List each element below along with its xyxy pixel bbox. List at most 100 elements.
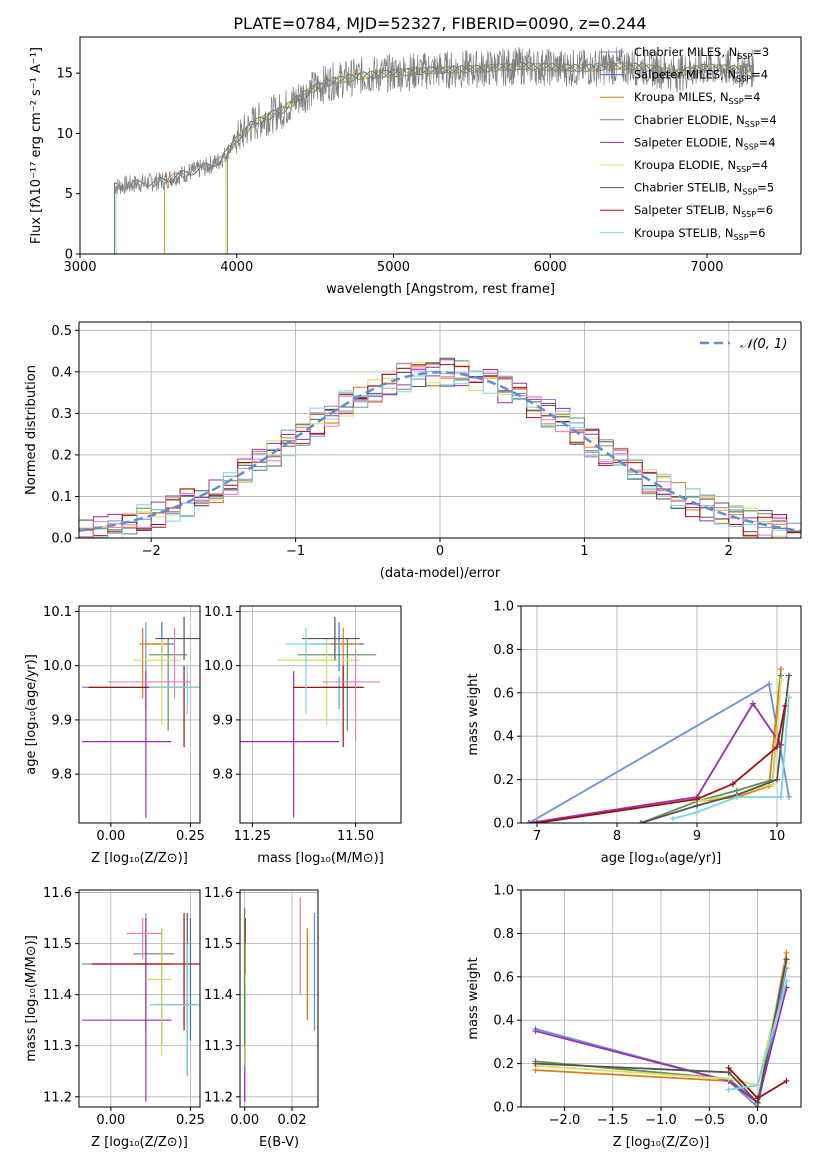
y-axis-label: mass [log₁₀(M/M⊙)] [24, 935, 39, 1062]
mass-vs-ebv-panel: 0.00 0.02 11.2 11.3 11.4 11.5 11.6 E(B-V) [204, 886, 319, 1150]
normal-curve [79, 371, 801, 532]
errorbar-point [82, 671, 172, 818]
x-tick-label: 8 [613, 829, 621, 844]
y-tick-label: 1.0 [493, 600, 514, 615]
x-axis-label: Z [log₁₀(Z/Z⊙)] [91, 1135, 188, 1150]
mass-vs-metallicity-panel: 0.00 0.25 11.2 11.3 11.4 11.5 11.6 Z [log₁₀(Z/Z… [24, 886, 205, 1150]
plot-area [526, 665, 792, 823]
weight-marker [754, 1082, 761, 1089]
axes-frame [520, 605, 802, 824]
weight-marker [730, 780, 736, 787]
weight-marker [725, 1086, 732, 1093]
errorbar-point [139, 627, 169, 699]
y-tick-label: 11.5 [43, 937, 72, 952]
errorbar-point [107, 627, 191, 699]
y-tick-label: 0.4 [493, 730, 514, 745]
x-tick-label: 0.0 [747, 1113, 768, 1128]
errorbar-point [136, 928, 172, 1041]
x-tick-label: 9 [693, 829, 701, 844]
weight-marker [694, 802, 700, 809]
y-tick-label: 9.9 [51, 713, 72, 728]
y-tick-label: 10 [56, 127, 73, 142]
weight-marker [694, 809, 700, 816]
age-vs-metallicity-panel: 0.00 0.25 9.8 9.9 10.0 10.1 Z [log₁₀(Z/Z⊙)] age… [24, 605, 205, 866]
errorbar-point [88, 665, 200, 748]
axes-frame [79, 36, 802, 255]
y-tick-label: 10.1 [43, 605, 72, 620]
axes-frame [78, 889, 201, 1108]
errorbar-point [133, 928, 175, 1046]
plot-area [79, 357, 801, 538]
axes-frame [78, 605, 201, 824]
x-axis-label: age [log₁₀(age/yr)] [601, 851, 722, 866]
y-tick-label: 0.4 [493, 1014, 514, 1029]
y-tick-label: 11.2 [204, 1090, 233, 1105]
residual-histogram-pink [79, 362, 801, 538]
weight-marker [532, 1028, 539, 1035]
x-tick-label: 0.25 [176, 1113, 205, 1128]
x-tick-label: 0.00 [96, 1113, 125, 1128]
y-tick-label: 0.2 [51, 448, 72, 463]
weight-line-chabrier-stelib [640, 675, 790, 823]
y-tick-label: 0.1 [51, 490, 72, 505]
legend-entry: Salpeter ELODIE, NSSP=4 [634, 135, 776, 151]
legend-entry: Chabrier ELODIE, NSSP=4 [634, 113, 777, 129]
weight-marker [532, 1060, 539, 1067]
x-tick-label: −2 [142, 544, 161, 559]
y-tick-label: 11.6 [204, 886, 233, 901]
x-tick-label: −1.0 [645, 1113, 677, 1128]
y-tick-label: 0.5 [51, 324, 72, 339]
y-tick-label: 0.0 [493, 817, 514, 832]
errorbar-point [126, 918, 162, 959]
weight-line-salpeter-elodie [535, 987, 788, 1105]
plot-area [82, 616, 200, 818]
weight-marker [778, 665, 784, 672]
x-axis-label: E(B-V) [259, 1135, 299, 1150]
errorbar-point [293, 665, 364, 748]
weight-line-salpeter-stelib [536, 705, 786, 823]
x-tick-label: 0 [436, 544, 444, 559]
plot-area [82, 912, 200, 1102]
weight-line-chabrier-miles [535, 967, 788, 1107]
legend-entry: Salpeter STELIB, NSSP=6 [634, 203, 773, 219]
y-axis-label: mass weight [466, 673, 481, 755]
y-tick-label: 9.8 [212, 768, 233, 783]
axes-frame [239, 605, 402, 824]
legend-entry: 𝒩(0, 1) [740, 337, 787, 352]
x-tick-label: 0.02 [278, 1113, 307, 1128]
y-tick-label: 15 [56, 67, 73, 82]
y-tick-label: 11.3 [43, 1039, 72, 1054]
y-tick-label: 0.4 [51, 365, 72, 380]
y-tick-label: 10.1 [204, 605, 233, 620]
errorbar-point [82, 918, 172, 1102]
y-tick-label: 11.6 [43, 886, 72, 901]
x-tick-label: 7000 [690, 260, 723, 275]
errorbar-point [297, 638, 377, 731]
weight-marker [638, 820, 644, 823]
weight-marker [786, 793, 792, 800]
errorbar-point [301, 616, 360, 661]
errorbar-point [82, 912, 153, 1031]
y-tick-label: 11.4 [43, 988, 72, 1003]
x-axis-label: mass [log₁₀(M/M⊙)] [257, 851, 384, 866]
plot-area [114, 46, 755, 254]
weight-line-kroupa-elodie [696, 679, 782, 803]
x-axis-label: wavelength [Angstrom, rest frame] [326, 282, 555, 297]
x-tick-label: 0.00 [230, 1113, 259, 1128]
errorbar-point [322, 627, 360, 688]
weight-marker [534, 820, 540, 823]
age-vs-mass-panel: 11.25 11.50 9.8 9.9 10.0 10.1 mass [log₁₀(M/M⊙… [204, 605, 402, 866]
errorbar-point [145, 928, 172, 1056]
weight-marker [783, 1077, 790, 1084]
observed-spectrum [114, 46, 755, 254]
weight-marker [694, 796, 700, 803]
y-tick-label: 9.9 [212, 713, 233, 728]
y-tick-label: 0 [65, 248, 73, 263]
x-axis-label: Z [log₁₀(Z/Z⊙)] [91, 851, 188, 866]
plot-area [240, 616, 381, 818]
plot-area [532, 949, 790, 1107]
weight-marker [774, 776, 780, 783]
figure-title: PLATE=0784, MJD=52327, FIBERID=0090, z=0… [233, 14, 646, 33]
y-tick-label: 5 [65, 187, 73, 202]
x-tick-label: 10 [769, 829, 786, 844]
